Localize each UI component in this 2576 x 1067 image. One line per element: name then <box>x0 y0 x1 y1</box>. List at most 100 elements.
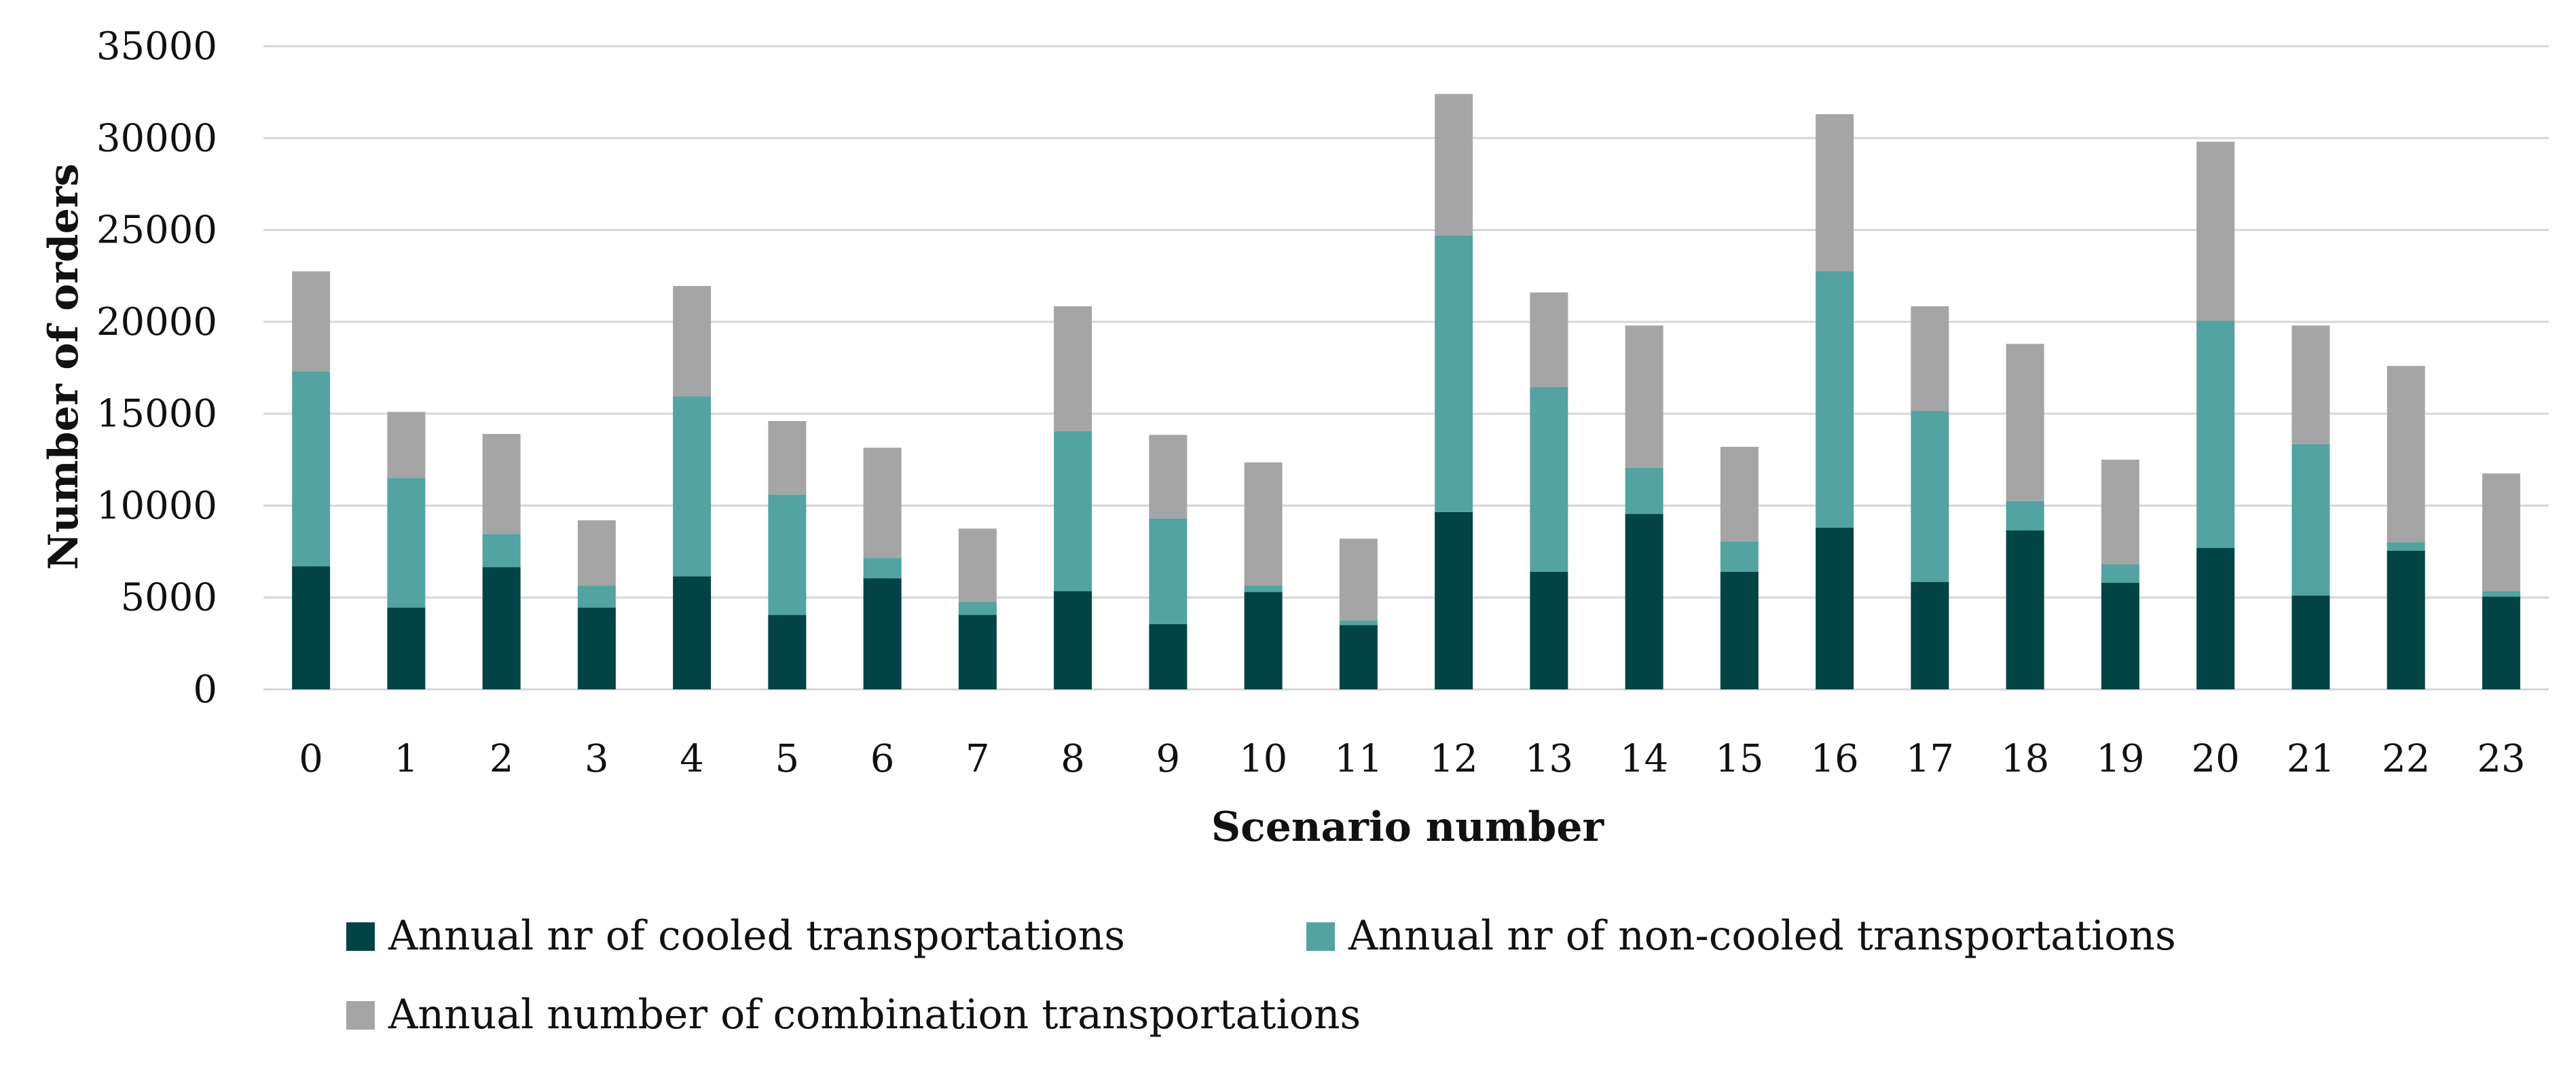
bar-segment-cooled-2 <box>482 567 521 689</box>
legend-swatch <box>346 1001 375 1030</box>
legend-item: Annual nr of non-cooled transportations <box>1306 912 2176 960</box>
legend-item: Annual number of combination transportat… <box>346 991 1361 1038</box>
legend-swatch <box>346 922 375 951</box>
bar-segment-non-cooled-6 <box>863 558 902 579</box>
x-tick-label: 0 <box>299 737 323 781</box>
x-tick-label: 5 <box>775 737 800 781</box>
bar-segment-non-cooled-7 <box>958 602 997 615</box>
gridlines <box>263 45 2549 691</box>
bar-segment-non-cooled-12 <box>1435 235 1473 512</box>
bar-segment-combination-3 <box>577 520 616 586</box>
bar-segment-non-cooled-10 <box>1244 585 1283 592</box>
bar-segment-cooled-5 <box>768 615 807 689</box>
bar-segment-combination-15 <box>1720 446 1759 542</box>
bar-segment-non-cooled-5 <box>768 494 807 615</box>
bar-segment-combination-12 <box>1435 94 1473 236</box>
y-tick-label: 10000 <box>96 484 217 528</box>
y-tick-label: 0 <box>193 668 217 712</box>
bar-segment-non-cooled-13 <box>1530 386 1568 572</box>
x-tick-label: 17 <box>1906 737 1954 781</box>
bar-segment-combination-11 <box>1339 539 1378 621</box>
bar-segment-non-cooled-4 <box>673 396 712 577</box>
bar-segment-cooled-17 <box>1911 581 1949 689</box>
bar-segment-non-cooled-14 <box>1625 467 1663 514</box>
bar-segment-cooled-0 <box>292 566 331 689</box>
x-tick-label: 20 <box>2191 737 2239 781</box>
bar-segment-cooled-9 <box>1149 623 1188 689</box>
x-tick-label: 2 <box>490 737 514 781</box>
bar-segment-combination-23 <box>2482 473 2520 592</box>
legend-swatch <box>1306 922 1335 951</box>
bar-segment-cooled-10 <box>1244 592 1283 689</box>
bar-segment-cooled-15 <box>1720 571 1759 689</box>
bar-segment-cooled-1 <box>387 607 426 689</box>
bar-segment-non-cooled-18 <box>2006 501 2044 530</box>
bar-segment-combination-1 <box>387 412 426 478</box>
bar-segment-cooled-18 <box>2006 530 2044 689</box>
bar-segment-non-cooled-16 <box>1816 271 1854 528</box>
y-tick-label: 20000 <box>96 300 217 344</box>
x-tick-label: 13 <box>1525 737 1573 781</box>
legend-label: Annual nr of cooled transportations <box>388 912 1125 960</box>
x-tick-label: 21 <box>2287 737 2335 781</box>
bar-segment-cooled-19 <box>2101 583 2139 689</box>
x-tick-label: 18 <box>2001 737 2049 781</box>
legend-item: Annual nr of cooled transportations <box>346 912 1125 960</box>
bar-segment-non-cooled-17 <box>1911 411 1949 582</box>
y-tick-label: 30000 <box>96 116 217 160</box>
bar-segment-cooled-4 <box>673 576 712 689</box>
bar-segment-combination-13 <box>1530 292 1568 387</box>
bar-segment-cooled-14 <box>1625 513 1663 689</box>
bar-segment-non-cooled-20 <box>2196 321 2235 548</box>
bar-segment-cooled-23 <box>2482 596 2520 689</box>
bar-segment-combination-17 <box>1911 306 1949 412</box>
bar-segment-cooled-13 <box>1530 571 1568 689</box>
bar-segment-combination-6 <box>863 448 902 558</box>
bar-segment-combination-18 <box>2006 344 2044 501</box>
bar-segment-combination-19 <box>2101 459 2139 565</box>
bar-segment-cooled-11 <box>1339 625 1378 689</box>
bars <box>292 94 2520 689</box>
bar-segment-combination-2 <box>482 433 521 535</box>
bar-segment-non-cooled-0 <box>292 371 331 566</box>
bar-segment-combination-14 <box>1625 325 1663 468</box>
x-tick-label: 23 <box>2477 737 2525 781</box>
bar-segment-non-cooled-11 <box>1339 620 1378 626</box>
bar-segment-combination-9 <box>1149 435 1188 519</box>
y-tick-label: 35000 <box>96 24 217 69</box>
bar-segment-cooled-7 <box>958 615 997 689</box>
bar-segment-cooled-20 <box>2196 547 2235 689</box>
x-tick-label: 16 <box>1810 737 1858 781</box>
bar-segment-non-cooled-15 <box>1720 541 1759 572</box>
x-tick-label: 19 <box>2096 737 2144 781</box>
bar-segment-combination-0 <box>292 271 331 372</box>
bar-segment-non-cooled-3 <box>577 585 616 608</box>
bar-segment-non-cooled-23 <box>2482 591 2520 597</box>
x-tick-label: 11 <box>1334 737 1382 781</box>
bar-segment-cooled-21 <box>2292 596 2330 689</box>
x-tick-label: 9 <box>1156 737 1181 781</box>
bar-segment-cooled-6 <box>863 578 902 689</box>
bar-segment-cooled-12 <box>1435 511 1473 689</box>
x-axis-title: Scenario number <box>1211 803 1605 851</box>
x-tick-label: 15 <box>1715 737 1763 781</box>
y-axis-ticks: 0 5000 10000 15000 20000 25000 30000 35000 <box>96 24 217 712</box>
bar-segment-non-cooled-21 <box>2292 444 2330 596</box>
bar-segment-non-cooled-9 <box>1149 518 1188 624</box>
x-tick-label: 22 <box>2382 737 2430 781</box>
x-tick-label: 3 <box>585 737 609 781</box>
legend: Annual nr of cooled transportations Annua… <box>346 912 2176 1038</box>
bar-segment-cooled-22 <box>2387 550 2425 689</box>
bar-segment-cooled-8 <box>1054 591 1092 689</box>
bar-segment-combination-7 <box>958 528 997 602</box>
bar-segment-combination-8 <box>1054 306 1092 431</box>
bar-segment-combination-5 <box>768 420 807 495</box>
x-tick-label: 6 <box>870 737 895 781</box>
y-tick-label: 5000 <box>120 576 217 620</box>
bar-segment-cooled-3 <box>577 607 616 689</box>
legend-label: Annual number of combination transportat… <box>388 991 1361 1038</box>
legend-label: Annual nr of non-cooled transportations <box>1348 912 2176 960</box>
y-tick-label: 25000 <box>96 209 217 253</box>
x-tick-label: 12 <box>1429 737 1477 781</box>
